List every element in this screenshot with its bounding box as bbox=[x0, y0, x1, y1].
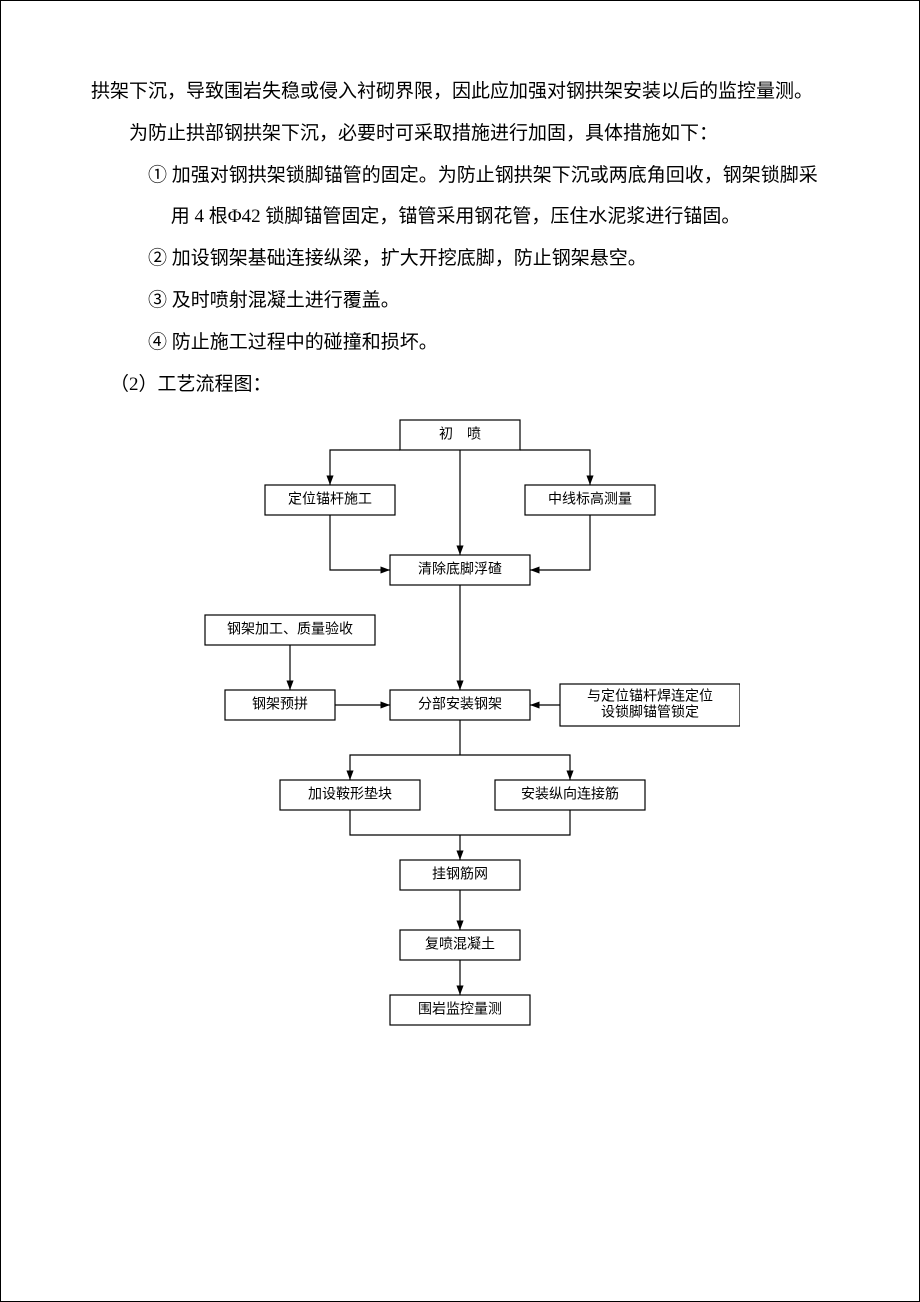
flow-edge bbox=[350, 810, 460, 835]
flow-node-n12: 复喷混凝土 bbox=[400, 930, 520, 960]
flow-node-n13: 围岩监控量测 bbox=[390, 995, 530, 1025]
flow-node-label: 钢架加工、质量验收 bbox=[227, 622, 353, 638]
page: 拱架下沉，导致围岩失稳或侵入衬砌界限，因此应加强对钢拱架安装以后的监控量测。 为… bbox=[0, 0, 920, 1302]
flow-node-label: 设锁脚锚管锁定 bbox=[601, 705, 699, 721]
flow-edge bbox=[530, 515, 590, 570]
flow-edge bbox=[350, 755, 460, 780]
flow-node-n7: 分部安装钢架 bbox=[390, 690, 530, 720]
list-item-3: ③ 及时喷射混凝土进行覆盖。 bbox=[148, 280, 829, 322]
flowchart: 初 喷定位锚杆施工 中线标高测量清除底脚浮碴钢架加工、质量验收钢架预拼 分部安装钢架… bbox=[180, 415, 740, 1035]
flow-edge bbox=[460, 755, 570, 780]
flow-node-label: 复喷混凝土 bbox=[425, 936, 495, 953]
flow-node-label: 中线标高测量 bbox=[548, 491, 632, 508]
flow-node-label: 钢架预拼 bbox=[252, 697, 308, 713]
flow-node-n3: 中线标高测量 bbox=[525, 485, 655, 515]
list-item-1: ① 加强对钢拱架锁脚锚管的固定。为防止钢拱架下沉或两底角回收，钢架锁脚采用 4 … bbox=[148, 155, 829, 239]
flow-node-label: 分部安装钢架 bbox=[418, 697, 502, 713]
list-item-4: ④ 防止施工过程中的碰撞和损坏。 bbox=[148, 322, 829, 364]
body-text: 拱架下沉，导致围岩失稳或侵入衬砌界限，因此应加强对钢拱架安装以后的监控量测。 为… bbox=[91, 71, 829, 405]
flow-edge bbox=[330, 515, 390, 570]
flow-node-label: 与定位锚杆焊连定位 bbox=[587, 689, 713, 705]
flow-node-n11: 挂钢筋网 bbox=[400, 860, 520, 890]
flow-edge bbox=[330, 450, 400, 485]
flow-node-n2: 定位锚杆施工 bbox=[265, 485, 395, 515]
flow-node-n1: 初 喷 bbox=[400, 420, 520, 450]
flow-node-n10: 安装纵向连接筋 bbox=[495, 780, 645, 810]
flow-node-n9: 加设鞍形垫块 bbox=[280, 780, 420, 810]
paragraph-3: （2）工艺流程图： bbox=[91, 364, 829, 406]
flow-node-n5: 钢架加工、质量验收 bbox=[205, 615, 375, 645]
flowchart-container: 初 喷定位锚杆施工 中线标高测量清除底脚浮碴钢架加工、质量验收钢架预拼 分部安装钢架… bbox=[91, 415, 829, 1035]
flow-node-label: 挂钢筋网 bbox=[432, 866, 488, 883]
flow-edge bbox=[520, 450, 590, 485]
flow-node-n4: 清除底脚浮碴 bbox=[390, 555, 530, 585]
flow-node-label: 安装纵向连接筋 bbox=[521, 786, 619, 803]
flow-node-label: 围岩监控量测 bbox=[418, 1002, 502, 1018]
flow-node-n6: 钢架预拼 bbox=[225, 690, 335, 720]
flow-node-label: 定位锚杆施工 bbox=[288, 492, 372, 508]
flow-edge bbox=[460, 810, 570, 835]
list-item-2: ② 加设钢架基础连接纵梁，扩大开挖底脚，防止钢架悬空。 bbox=[148, 238, 829, 280]
flow-node-label: 清除底脚浮碴 bbox=[418, 562, 502, 578]
flow-node-label: 加设鞍形垫块 bbox=[308, 787, 392, 803]
flow-node-n8: 与定位锚杆焊连定位设锁脚锚管锁定 bbox=[560, 684, 740, 726]
paragraph-1: 拱架下沉，导致围岩失稳或侵入衬砌界限，因此应加强对钢拱架安装以后的监控量测。 bbox=[91, 71, 829, 113]
flow-node-label: 初 喷 bbox=[439, 426, 481, 443]
paragraph-2: 为防止拱部钢拱架下沉，必要时可采取措施进行加固，具体措施如下： bbox=[91, 113, 829, 155]
